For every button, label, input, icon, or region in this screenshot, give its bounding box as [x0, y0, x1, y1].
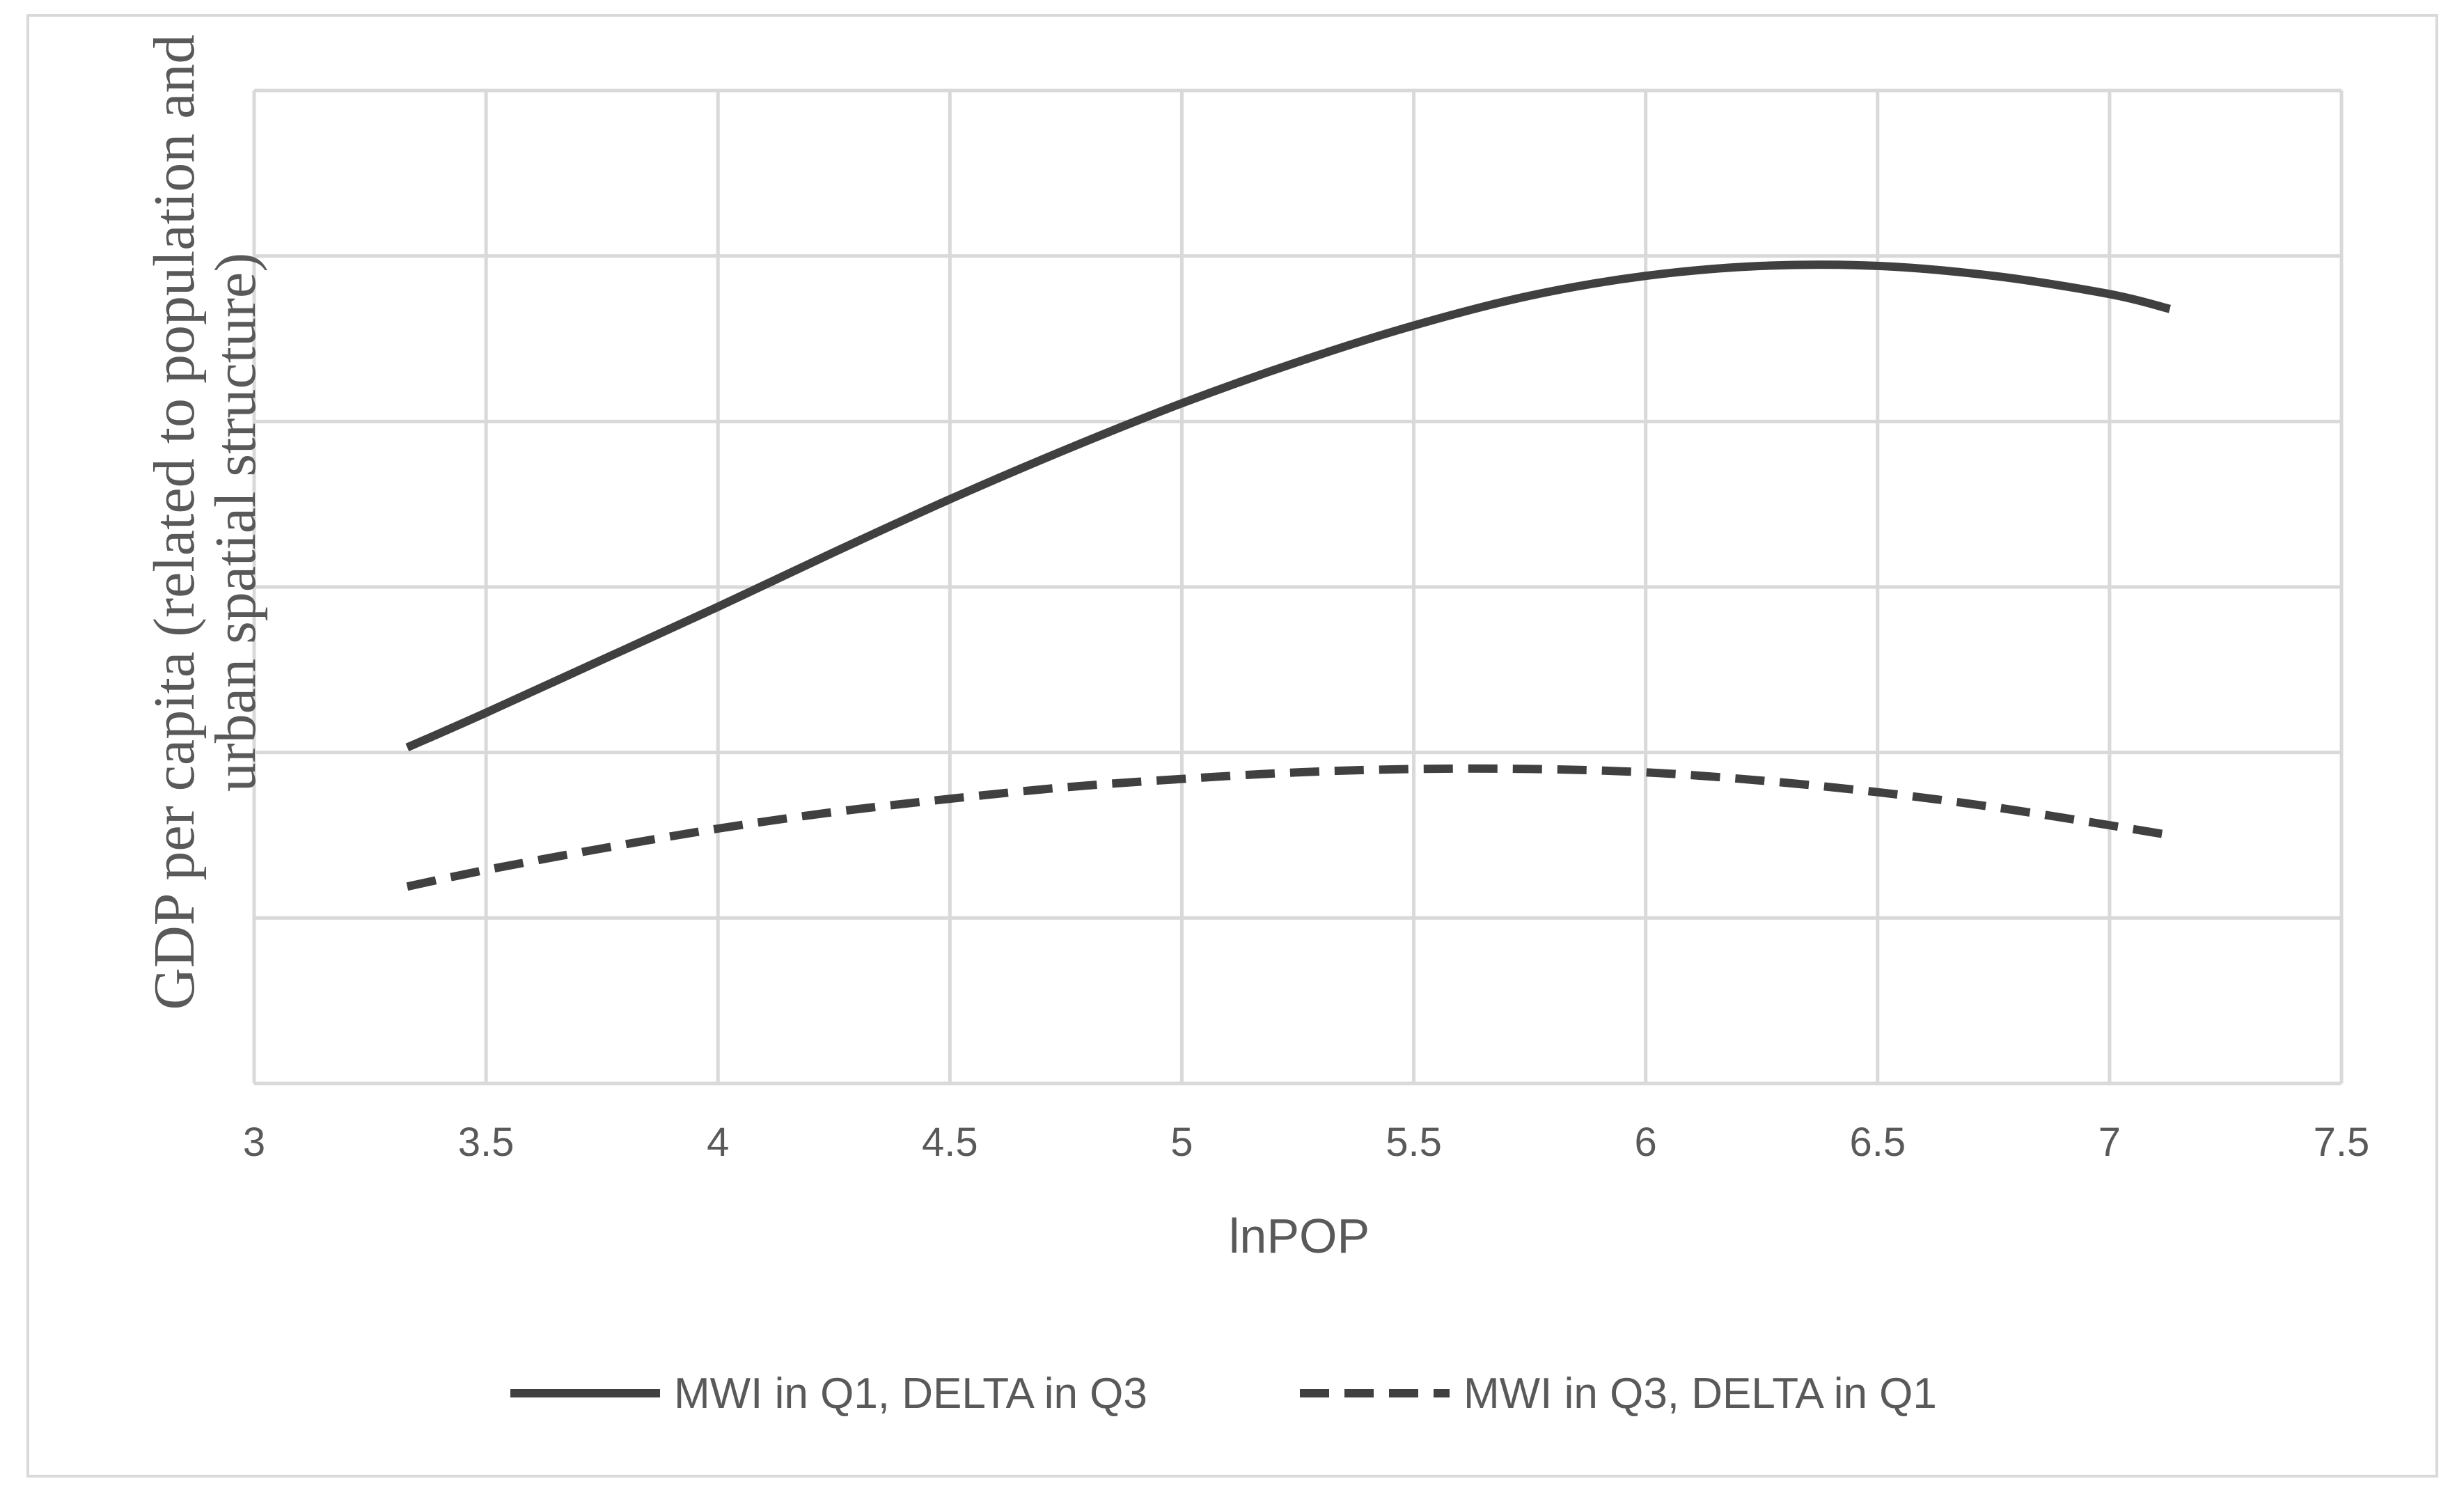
x-tick-label-3: 4.5	[922, 1120, 978, 1165]
y-axis-title-line-1: GDP per capita (related to population an…	[142, 34, 207, 1010]
x-tick-label-5: 5.5	[1386, 1120, 1442, 1165]
x-tick-label-7: 6.5	[1849, 1120, 1906, 1165]
chart-frame	[26, 14, 2438, 1478]
x-tick-label-2: 4	[707, 1120, 729, 1165]
x-tick-label-0: 3	[243, 1120, 265, 1165]
x-tick-label-8: 7	[2098, 1120, 2121, 1165]
x-tick-label-4: 5	[1170, 1120, 1193, 1165]
x-tick-label-6: 6	[1635, 1120, 1657, 1165]
legend-item-series-1[interactable]: MWI in Q1, DELTA in Q3	[510, 1370, 1147, 1418]
series-line-2	[406, 764, 2171, 891]
legend-item-series-2[interactable]: MWI in Q3, DELTA in Q1	[1300, 1370, 1937, 1418]
y-axis-title-line-2: urban spatial structure)	[203, 253, 268, 792]
series-line-1	[405, 260, 2171, 751]
x-tick-labels: 3 3.5 4 4.5 5 5.5 6 6.5 7 7.5	[243, 1120, 2369, 1165]
y-axis-title: GDP per capita (related to population an…	[142, 34, 268, 1010]
grid	[252, 88, 2344, 1083]
x-tick-label-9: 7.5	[2314, 1120, 2370, 1165]
legend: MWI in Q1, DELTA in Q3 MWI in Q3, DELTA …	[510, 1370, 1937, 1418]
series-layer	[405, 260, 2171, 891]
legend-label-series-1: MWI in Q1, DELTA in Q3	[674, 1370, 1147, 1418]
x-axis-title: lnPOP	[1229, 1209, 1370, 1263]
x-tick-label-1: 3.5	[458, 1120, 515, 1165]
legend-label-series-2: MWI in Q3, DELTA in Q1	[1464, 1370, 1937, 1418]
